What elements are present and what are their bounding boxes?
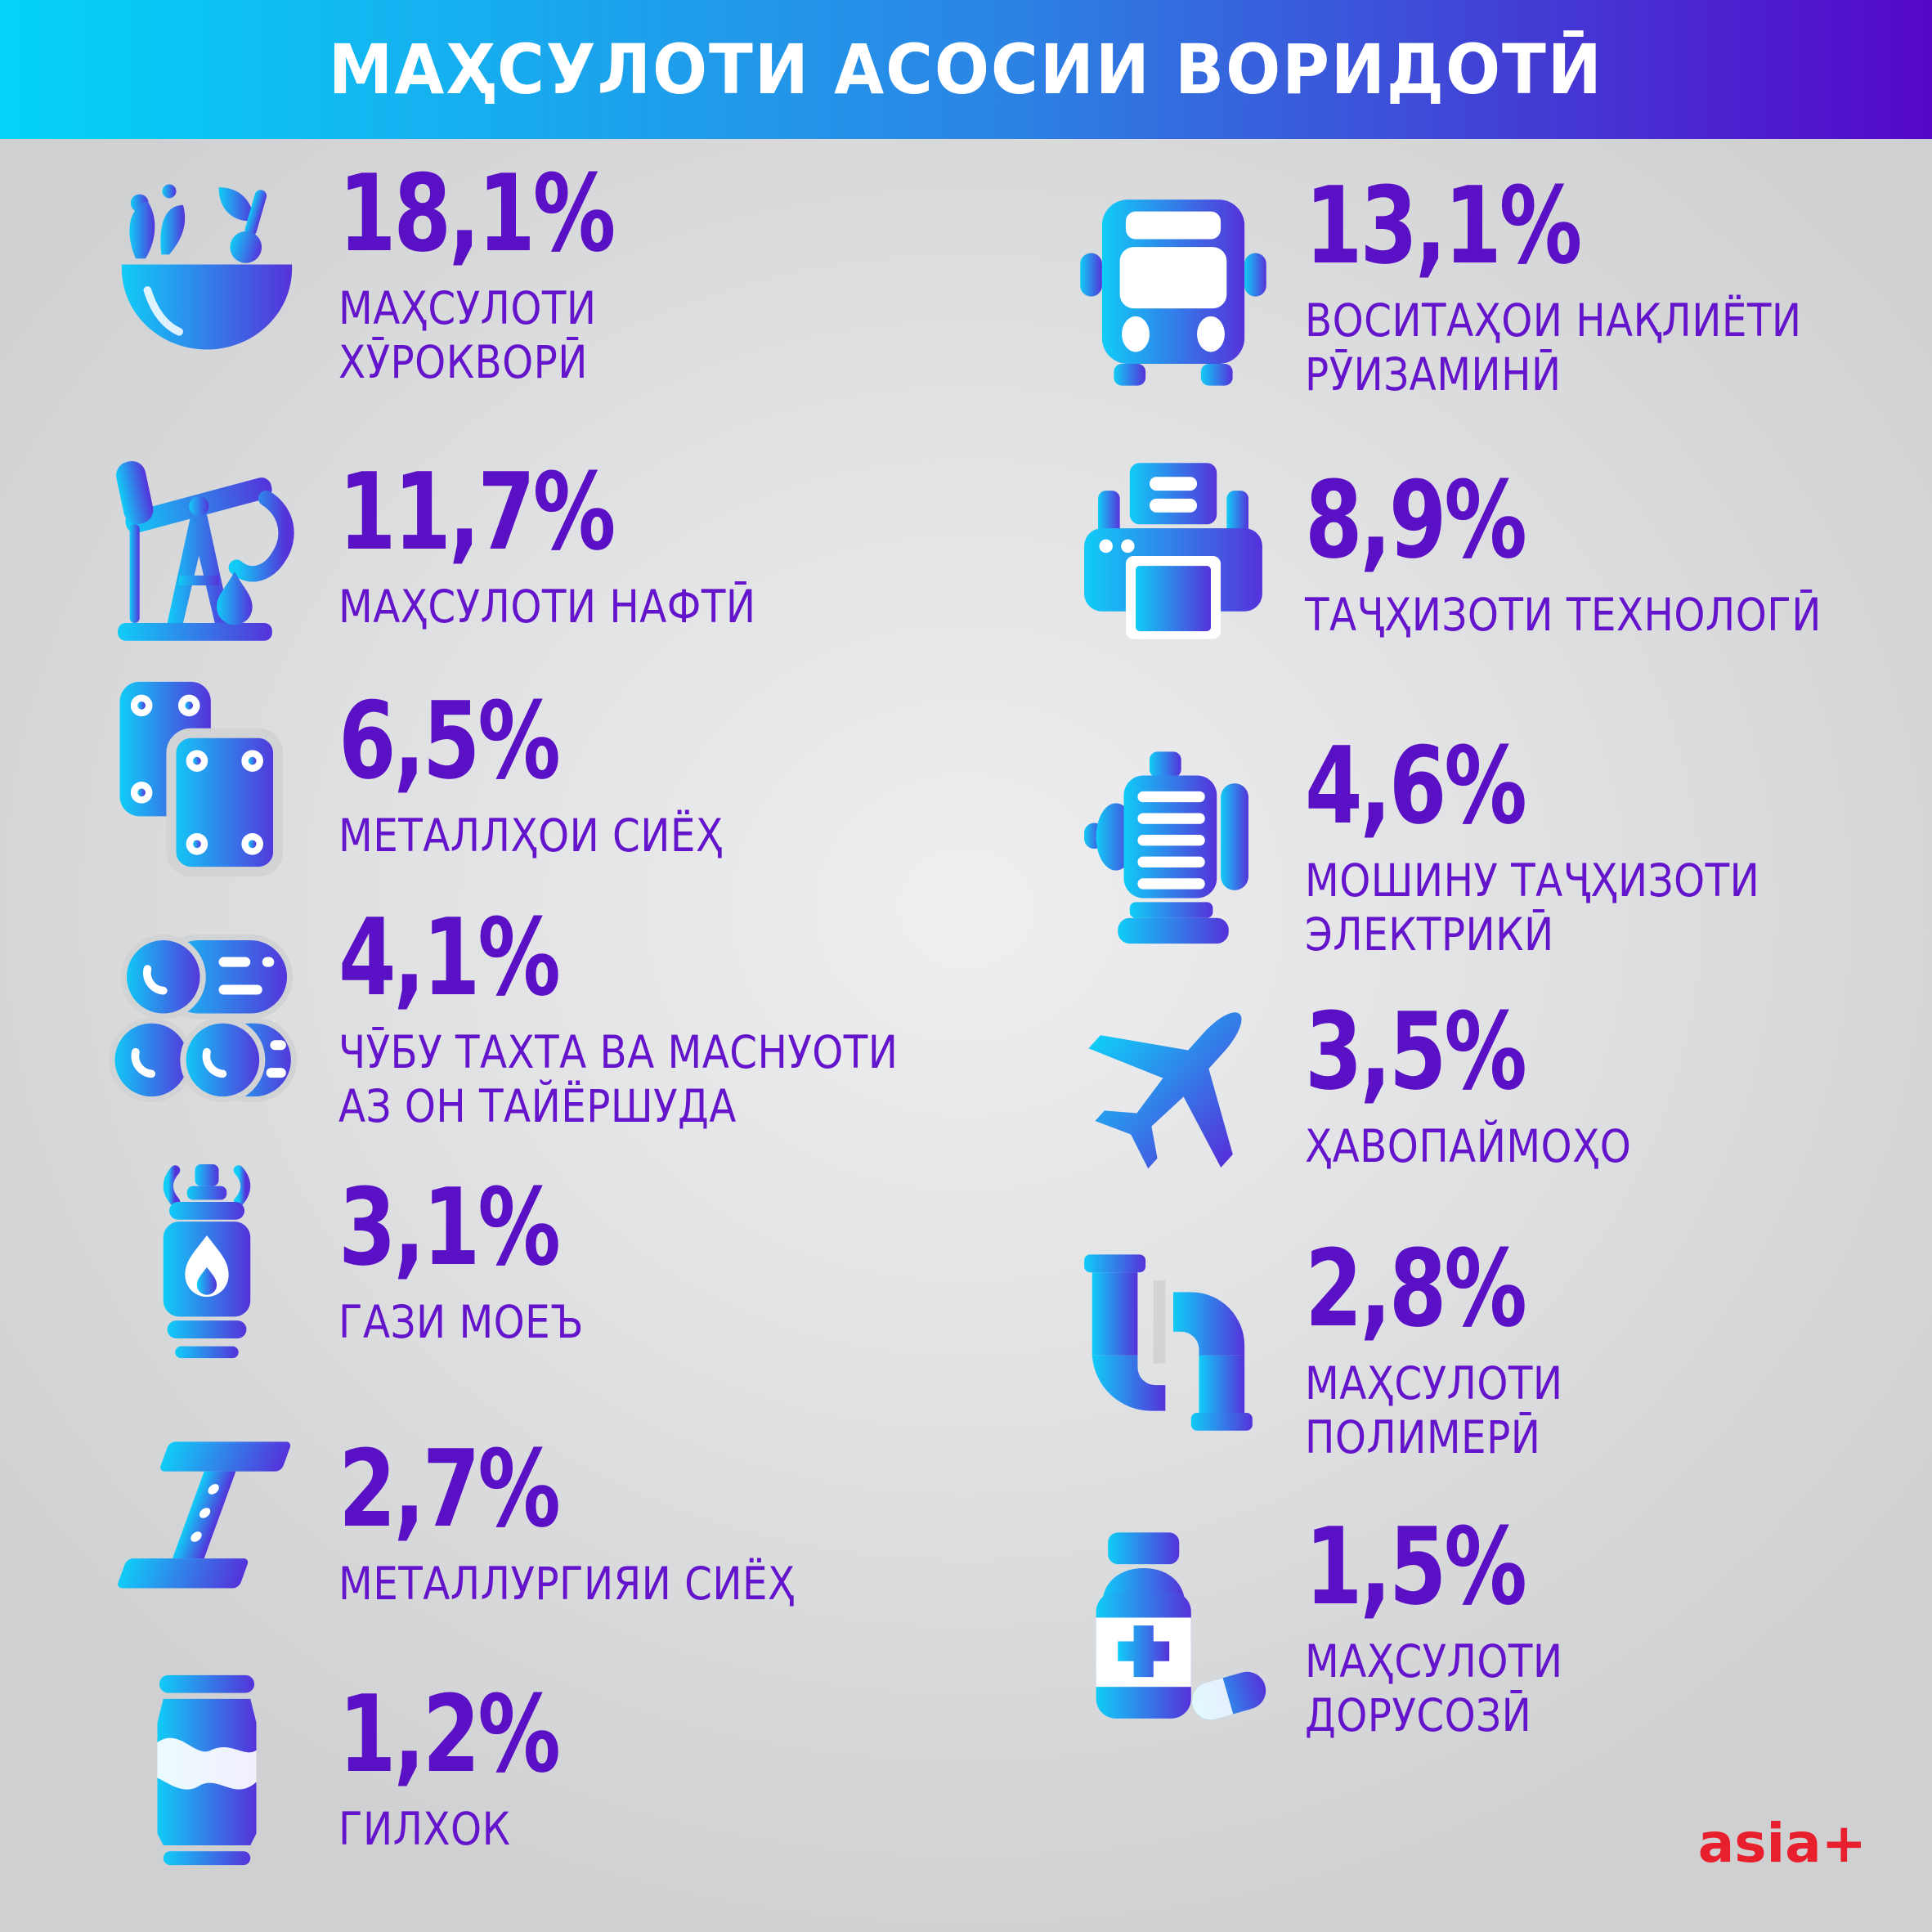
electric-motor-icon [1071, 746, 1275, 951]
import-item-aircraft: 3,5% ҲАВОПАЙМОҲО [1071, 985, 1676, 1190]
import-item-ferrous-metallurgy: 2,7% МЕТАЛЛУРГИЯИ СИЁҲ [105, 1423, 858, 1627]
item-label: МЕТАЛЛҲОИ СИЁҲ [338, 809, 724, 862]
gas-cylinder-icon [105, 1161, 309, 1365]
import-item-technological-equipment: 8,9% ТАҶҲИЗОТИ ТЕХНОЛОГӢ [1071, 454, 1892, 658]
import-item-wood-products: 4,1% ЧӮБУ ТАХТА ВА МАСНУОТИ АЗ ОН ТАЙЁРШ… [105, 895, 975, 1133]
food-bowl-icon [105, 174, 309, 379]
import-item-ground-vehicles: 13,1% ВОСИТАҲОИ НАҚЛИЁТИ РӮИЗАМИНӢ [1071, 164, 1869, 401]
oil-pump-icon [105, 446, 309, 650]
item-value: 13,1% [1305, 164, 1582, 288]
airplane-icon [1071, 985, 1275, 1190]
import-item-polymer-products: 2,8% МАҲСУЛОТИ ПОЛИМЕРӢ [1071, 1226, 1598, 1464]
import-item-pharmaceutical-products: 1,5% МАҲСУЛОТИ ДОРУСОЗӢ [1071, 1504, 1598, 1742]
header-banner: МАҲСУЛОТИ АСОСИИ ВОРИДОТӢ [0, 0, 1932, 139]
item-label: ГИЛХОК [338, 1802, 511, 1855]
item-label: ГАЗИ МОЕЪ [338, 1295, 584, 1348]
item-value: 4,1% [338, 895, 561, 1020]
item-value: 1,5% [1305, 1504, 1527, 1629]
page-title: МАҲСУЛОТИ АСОСИИ ВОРИДОТӢ [329, 29, 1603, 110]
import-item-oil-products: 11,7% МАҲСУЛОТИ НАФТӢ [105, 446, 813, 650]
item-value: 1,2% [338, 1672, 561, 1797]
metal-plates-icon [105, 675, 309, 879]
item-label: ЧӮБУ ТАХТА ВА МАСНУОТИ АЗ ОН ТАЙЁРШУДА [338, 1025, 899, 1132]
item-value: 3,1% [338, 1165, 561, 1290]
item-label: ВОСИТАҲОИ НАҚЛИЁТИ РӮИЗАМИНӢ [1305, 294, 1802, 401]
pipe-icon [1071, 1249, 1275, 1454]
brand-logo: asia+ [1697, 1812, 1867, 1875]
item-label: МАҲСУЛОТИ НАФТӢ [338, 580, 756, 633]
import-item-kaolin-clay: 1,2% ГИЛХОК [105, 1668, 621, 1872]
import-item-liquefied-gas: 3,1% ГАЗИ МОЕЪ [105, 1161, 621, 1365]
import-item-food-products: 18,1% МАҲСУЛОТИ ХӮРОКВОРӢ [105, 151, 691, 389]
item-label: МАҲСУЛОТИ ДОРУСОЗӢ [1305, 1634, 1563, 1741]
printer-icon [1071, 454, 1275, 658]
item-label: ҲАВОПАЙМОҲО [1305, 1119, 1632, 1172]
item-label: МАҲСУЛОТИ ХӮРОКВОРӢ [338, 281, 597, 388]
item-value: 3,5% [1305, 989, 1527, 1114]
bus-icon [1071, 186, 1275, 391]
item-label: МАҲСУЛОТИ ПОЛИМЕРӢ [1305, 1356, 1563, 1464]
medicine-bottle-icon [1071, 1527, 1275, 1732]
item-value: 4,6% [1305, 724, 1527, 848]
item-value: 2,8% [1305, 1226, 1527, 1351]
item-value: 18,1% [338, 151, 616, 276]
item-label: МОШИНУ ТАҶҲИЗОТИ ЭЛЕКТРИКӢ [1305, 854, 1760, 961]
import-item-electric-machines: 4,6% МОШИНУ ТАҶҲИЗОТИ ЭЛЕКТРИКӢ [1071, 724, 1822, 962]
item-value: 11,7% [338, 450, 616, 575]
item-value: 2,7% [338, 1427, 561, 1552]
wood-logs-icon [105, 918, 309, 1123]
steel-beam-icon [105, 1423, 309, 1627]
item-value: 6,5% [338, 679, 561, 804]
item-value: 8,9% [1305, 458, 1527, 583]
import-item-ferrous-metals: 6,5% МЕТАЛЛҲОИ СИЁҲ [105, 675, 776, 879]
tin-can-icon [105, 1668, 309, 1872]
item-label: МЕТАЛЛУРГИЯИ СИЁҲ [338, 1557, 796, 1610]
item-label: ТАҶҲИЗОТИ ТЕХНОЛОГӢ [1305, 588, 1822, 641]
